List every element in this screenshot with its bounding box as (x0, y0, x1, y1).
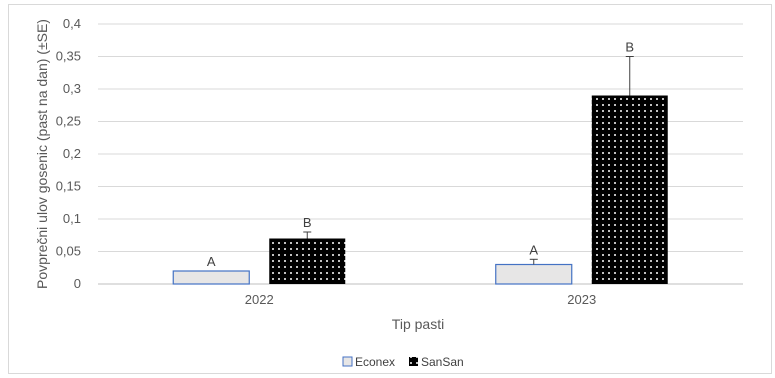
x-tick-labels: 2022 2023 (245, 292, 596, 307)
significance-label: A (207, 254, 216, 269)
y-tick-label: 0,05 (56, 244, 81, 259)
y-tick-label: 0,25 (56, 114, 81, 129)
y-tick-labels: 0 0,05 0,1 0,15 0,2 0,25 0,3 0,35 0,4 (56, 16, 81, 291)
bar-econex-2022 (172, 270, 250, 285)
y-tick-label: 0,2 (63, 146, 81, 161)
significance-label: B (625, 40, 634, 55)
significance-label: B (303, 215, 312, 230)
legend-swatch-sansan (409, 357, 418, 366)
significance-label: A (529, 242, 538, 257)
y-axis-title: Povprečni ulov gosenic (past na dan) (±S… (34, 19, 50, 289)
y-tick-label: 0,4 (63, 16, 81, 31)
y-tick-label: 0 (74, 276, 81, 291)
legend-swatch-econex (342, 356, 353, 367)
chart-frame (8, 4, 772, 374)
bars (172, 95, 668, 285)
x-tick-label: 2022 (245, 292, 274, 307)
x-tick-label: 2023 (567, 292, 596, 307)
y-tick-label: 0,35 (56, 49, 81, 64)
y-tick-label: 0,1 (63, 211, 81, 226)
significance-labels: A B A B (207, 40, 634, 270)
x-axis-title: Tip pasti (392, 316, 444, 332)
legend-label-sansan: SanSan (421, 355, 464, 369)
legend-label-econex: Econex (355, 355, 395, 369)
legend: Econex SanSan (342, 355, 464, 369)
error-bars (303, 56, 634, 265)
bar-econex-2023 (495, 263, 573, 285)
bar-sansan-2023 (591, 95, 668, 284)
y-tick-label: 0,15 (56, 179, 81, 194)
y-tick-label: 0,3 (63, 81, 81, 96)
bar-sansan-2022 (269, 238, 346, 284)
